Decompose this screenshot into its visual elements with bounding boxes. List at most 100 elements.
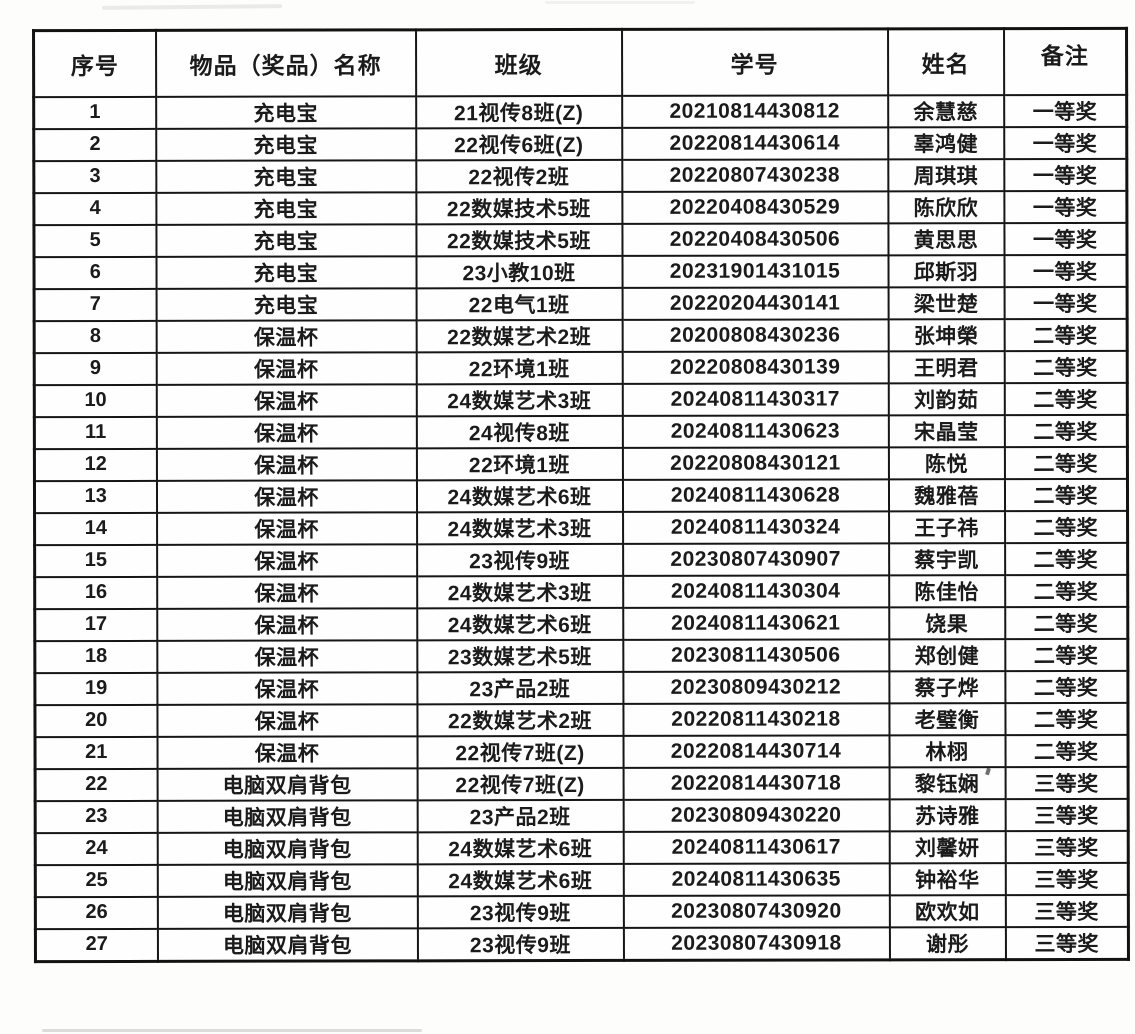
table-cell-class: 24数媒艺术6班 — [416, 607, 623, 640]
table-cell-class: 24视传8班 — [416, 415, 623, 448]
table-row: 15 保温杯 23视传9班 20230807430907 蔡宇凯 二等奖 — [34, 542, 1128, 577]
table-cell-class: 22环境1班 — [416, 447, 623, 480]
table-cell-item-name: 保温杯 — [156, 415, 417, 449]
table-cell-class: 24数媒艺术3班 — [416, 511, 623, 544]
table-cell-remark: 二等奖 — [1004, 574, 1128, 607]
table-cell-item-name: 保温杯 — [157, 735, 418, 769]
column-header-remark: 备注 — [1003, 28, 1127, 95]
table-row: 8 保温杯 22数媒艺术2班 20200808430236 张坤榮 二等奖 — [34, 318, 1128, 353]
column-header-item-name: 物品（奖品）名称 — [155, 29, 416, 97]
table-cell-item-name: 电脑双肩背包 — [157, 927, 418, 961]
table-header: 序号 物品（奖品）名称 班级 学号 姓名 备注 — [33, 28, 1127, 97]
table-cell-student-id: 20230809430212 — [622, 670, 889, 704]
table-cell-name: 周琪琪 — [887, 158, 1004, 191]
table-cell-item-name: 电脑双肩背包 — [157, 767, 418, 801]
table-cell-item-name: 充电宝 — [155, 95, 416, 129]
table-cell-item-name: 保温杯 — [156, 447, 417, 481]
table-cell-student-id: 20220204430141 — [622, 286, 889, 320]
table-cell-student-id: 20220408430529 — [621, 190, 888, 224]
table-row: 19 保温杯 23产品2班 20230809430212 蔡子烨 二等奖 — [34, 670, 1128, 705]
table-row: 25 电脑双肩背包 24数媒艺术6班 20240811430635 钟裕华 三等奖 — [35, 862, 1129, 897]
table-cell-name: 欧欢如 — [889, 894, 1006, 927]
table-row: 20 保温杯 22数媒艺术2班 20220811430218 老璧衡 二等奖 — [34, 702, 1129, 737]
table-cell-item-name: 保温杯 — [156, 671, 417, 705]
table-cell-item-name: 充电宝 — [155, 255, 417, 289]
table-cell-class: 22数媒技术5班 — [415, 191, 622, 224]
table-row: 10 保温杯 24数媒艺术3班 20240811430317 刘韵茹 二等奖 — [34, 382, 1128, 417]
table-cell-name: 黎钰娴 — [889, 766, 1006, 799]
scan-artifact-smudge — [545, 1, 695, 4]
table-cell-item-name: 充电宝 — [155, 223, 416, 257]
table-cell-student-id: 20220807430238 — [621, 158, 888, 192]
table-cell-student-id: 20220814430614 — [621, 126, 888, 160]
table-cell-remark: 三等奖 — [1005, 798, 1129, 831]
table-cell-remark: 二等奖 — [1004, 510, 1128, 543]
table-cell-item-name: 保温杯 — [156, 543, 417, 577]
table-cell-class: 24数媒艺术3班 — [416, 383, 623, 416]
table-cell-student-id: 20240811430621 — [622, 606, 889, 640]
table-cell-index: 14 — [34, 512, 157, 545]
table-body: 1 充电宝 21视传8班(Z) 20210814430812 余慧慈 一等奖 2 充电宝 22视… — [33, 94, 1129, 962]
table-cell-index: 16 — [34, 576, 157, 609]
table-cell-class: 23产品2班 — [417, 799, 624, 832]
table-cell-item-name: 保温杯 — [156, 319, 417, 353]
table-cell-item-name: 保温杯 — [156, 575, 417, 609]
table-cell-class: 22数媒艺术2班 — [416, 319, 623, 352]
table-cell-index: 21 — [35, 736, 158, 769]
table-row: 17 保温杯 24数媒艺术6班 20240811430621 饶果 二等奖 — [34, 606, 1128, 641]
column-header-class: 班级 — [415, 29, 622, 96]
table-row: 7 充电宝 22电气1班 20220204430141 梁世楚 一等奖 — [34, 286, 1128, 321]
table-cell-remark: 三等奖 — [1005, 766, 1129, 799]
table-cell-item-name: 保温杯 — [156, 511, 417, 545]
table-cell-student-id: 20240811430324 — [622, 510, 889, 544]
table-cell-remark: 二等奖 — [1004, 414, 1128, 447]
table-cell-item-name: 保温杯 — [156, 703, 418, 737]
table-row: 13 保温杯 24数媒艺术6班 20240811430628 魏雅蓓 二等奖 — [34, 478, 1128, 513]
table-cell-class: 23小教10班 — [415, 255, 623, 288]
table-cell-name: 蔡宇凯 — [888, 542, 1005, 575]
table-cell-index: 24 — [35, 832, 158, 865]
prize-table-container: 序号 物品（奖品）名称 班级 学号 姓名 备注 1 充电宝 21视传8班(Z) 20210814… — [32, 26, 1130, 963]
table-cell-name: 陈欣欣 — [887, 190, 1004, 223]
table-cell-name: 刘馨妍 — [889, 830, 1006, 863]
table-cell-name: 陈悦 — [888, 446, 1005, 479]
table-cell-index: 15 — [34, 544, 157, 577]
table-cell-class: 22电气1班 — [416, 287, 623, 320]
table-cell-name: 林栩 — [889, 734, 1006, 767]
table-cell-index: 27 — [35, 928, 158, 962]
table-cell-class: 24数媒艺术6班 — [416, 479, 623, 512]
column-header-index: 序号 — [33, 30, 156, 97]
table-cell-name: 老璧衡 — [888, 702, 1006, 735]
table-cell-remark: 二等奖 — [1005, 734, 1129, 767]
table-cell-index: 10 — [34, 384, 157, 417]
table-cell-remark: 二等奖 — [1004, 350, 1128, 383]
table-cell-student-id: 20220808430121 — [622, 446, 889, 480]
table-cell-index: 25 — [35, 864, 158, 897]
table-cell-remark: 二等奖 — [1004, 638, 1128, 671]
column-header-student-id: 学号 — [621, 28, 888, 96]
header-row: 序号 物品（奖品）名称 班级 学号 姓名 备注 — [33, 28, 1127, 97]
table-cell-student-id: 20240811430617 — [623, 830, 890, 864]
table-cell-index: 3 — [33, 160, 156, 193]
table-cell-name: 钟裕华 — [889, 862, 1006, 895]
table-row: 11 保温杯 24视传8班 20240811430623 宋晶莹 二等奖 — [34, 414, 1128, 449]
table-row: 6 充电宝 23小教10班 20231901431015 邱斯羽 一等奖 — [34, 254, 1128, 289]
table-cell-item-name: 保温杯 — [156, 383, 417, 417]
table-cell-remark: 一等奖 — [1003, 94, 1127, 127]
table-cell-name: 余慧慈 — [887, 94, 1004, 127]
table-cell-remark: 二等奖 — [1004, 606, 1128, 639]
table-cell-name: 谢彤 — [889, 926, 1006, 960]
table-cell-index: 5 — [33, 224, 156, 257]
table-cell-remark: 二等奖 — [1004, 542, 1128, 575]
table-cell-item-name: 保温杯 — [156, 607, 417, 641]
table-cell-student-id: 20240811430628 — [622, 478, 889, 512]
table-cell-class: 23产品2班 — [416, 671, 623, 704]
table-cell-name: 陈佳怡 — [888, 574, 1005, 607]
table-cell-class: 22视传6班(Z) — [415, 127, 622, 160]
table-cell-student-id: 20240811430623 — [622, 414, 889, 448]
table-cell-index: 1 — [33, 96, 156, 129]
table-cell-class: 22环境1班 — [416, 351, 623, 384]
table-cell-name: 王明君 — [888, 350, 1005, 383]
table-cell-item-name: 充电宝 — [155, 127, 416, 161]
table-cell-item-name: 充电宝 — [155, 191, 416, 225]
